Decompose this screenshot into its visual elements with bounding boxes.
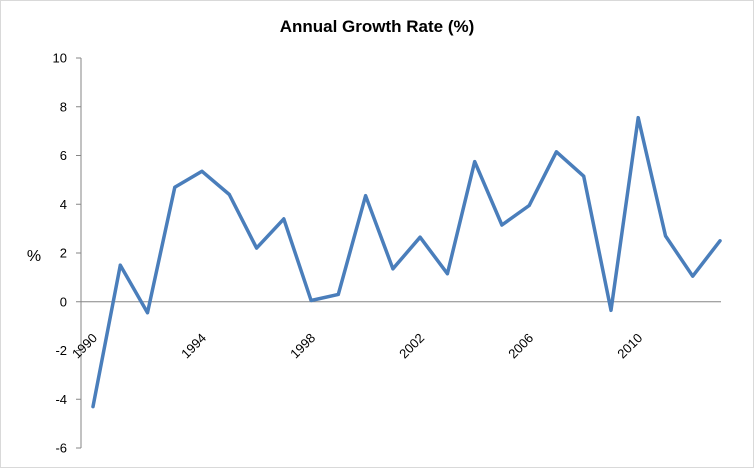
y-tick-label: 0 xyxy=(60,294,67,309)
y-tick-label: -4 xyxy=(55,392,67,407)
data-point xyxy=(527,203,531,207)
data-point xyxy=(91,405,95,409)
data-point xyxy=(473,160,477,164)
data-point xyxy=(336,292,340,296)
data-point xyxy=(609,308,613,312)
data-point xyxy=(718,239,722,243)
y-axis-ticks: 10 8 6 4 2 0 -2 -4 -6 xyxy=(53,51,81,456)
chart-title: Annual Growth Rate (%) xyxy=(280,17,475,36)
data-point xyxy=(691,274,695,278)
x-tick-label: 1994 xyxy=(178,330,209,361)
y-tick-label: 8 xyxy=(60,99,67,114)
data-point xyxy=(500,223,504,227)
data-point xyxy=(554,150,558,154)
series-layer xyxy=(91,115,722,409)
data-point xyxy=(582,174,586,178)
data-point xyxy=(391,267,395,271)
data-point xyxy=(255,246,259,250)
series-line xyxy=(91,115,722,409)
data-point xyxy=(227,193,231,196)
data-point xyxy=(200,169,204,173)
x-tick-label: 2002 xyxy=(396,330,427,361)
y-tick-label: 4 xyxy=(60,197,67,212)
y-axis-label: % xyxy=(27,248,41,265)
data-point xyxy=(364,194,368,198)
y-tick-label: 6 xyxy=(60,148,67,163)
y-tick-label: 10 xyxy=(53,51,67,66)
y-tick-label: 2 xyxy=(60,246,67,261)
data-point xyxy=(309,299,313,303)
x-axis-ticks: 1990 1994 1998 2002 2006 2010 xyxy=(69,330,645,361)
data-point xyxy=(418,235,422,239)
data-point xyxy=(663,234,667,238)
y-tick-label: -2 xyxy=(55,343,67,358)
data-point xyxy=(118,263,122,267)
data-point xyxy=(146,311,150,315)
data-point xyxy=(636,116,640,120)
x-tick-label: 2010 xyxy=(614,330,645,361)
x-tick-label: 1990 xyxy=(69,330,100,361)
data-point xyxy=(282,217,286,221)
data-point xyxy=(173,185,177,189)
x-tick-label: 2006 xyxy=(505,330,536,361)
data-point xyxy=(445,272,449,276)
y-tick-label: -6 xyxy=(55,441,67,456)
x-tick-label: 1998 xyxy=(287,330,318,361)
